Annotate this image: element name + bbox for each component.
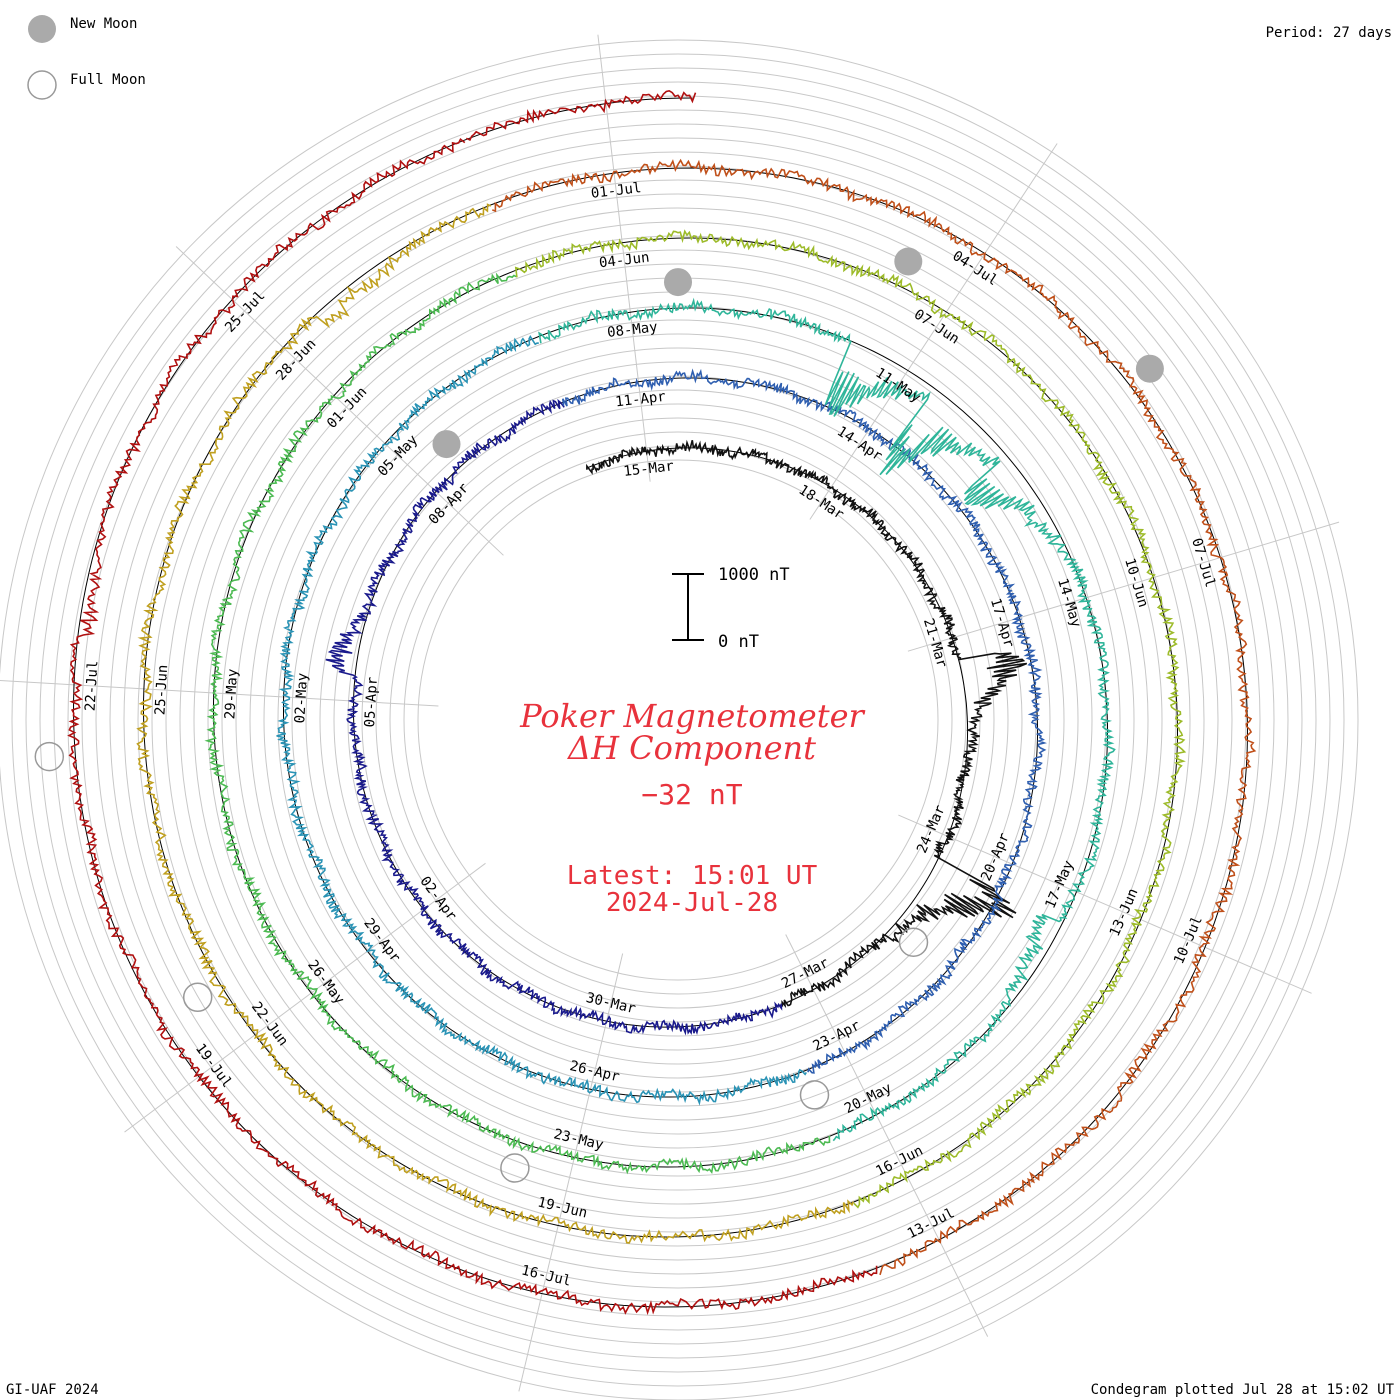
grid-ring bbox=[389, 431, 967, 1009]
new-moon-marker bbox=[894, 247, 923, 276]
trace-segment bbox=[586, 439, 1028, 1009]
date-label: 25-Jun bbox=[152, 664, 171, 715]
grid-ring bbox=[11, 53, 1345, 1387]
grid-spokes bbox=[0, 34, 1340, 1392]
trace-segment bbox=[325, 398, 783, 1036]
grid-ring bbox=[305, 347, 1051, 1093]
period-label: Period: 27 days bbox=[1266, 25, 1392, 41]
trace-segment bbox=[562, 368, 1048, 1074]
date-label: 05-Apr bbox=[362, 676, 381, 727]
grid-ring bbox=[165, 207, 1191, 1233]
grid-spoke bbox=[898, 814, 1312, 994]
date-label: 01-Jul bbox=[590, 180, 642, 202]
grid-ring bbox=[95, 137, 1261, 1303]
grid-spoke bbox=[518, 953, 624, 1392]
grid-ring bbox=[67, 109, 1289, 1331]
grid-ring bbox=[193, 235, 1163, 1205]
trace-segment bbox=[492, 158, 1257, 1276]
date-label: 22-Jul bbox=[83, 660, 102, 711]
grid-spoke bbox=[907, 521, 1340, 652]
grid-spoke bbox=[809, 143, 1058, 520]
new-moon-legend-label: New Moon bbox=[70, 16, 137, 32]
full-moon-marker bbox=[898, 927, 929, 957]
component-label: ΔH Component bbox=[566, 729, 816, 767]
full-moon-marker bbox=[799, 1080, 830, 1110]
grid-spoke bbox=[785, 934, 989, 1337]
chart-title: Poker Magnetometer bbox=[519, 697, 865, 735]
grid-ring bbox=[277, 319, 1079, 1121]
full-moon-marker bbox=[500, 1153, 530, 1183]
latest-date: 2024-Jul-28 bbox=[606, 888, 778, 918]
grid-ring bbox=[151, 193, 1205, 1247]
footer-credit: GI-UAF 2024 bbox=[6, 1382, 99, 1398]
date-label: 08-May bbox=[606, 319, 658, 341]
grid-ring bbox=[25, 67, 1331, 1373]
footer-plotted: Condegram plotted Jul 28 at 15:02 UT bbox=[1091, 1382, 1395, 1398]
full-moon-marker bbox=[182, 982, 213, 1013]
trace-segment bbox=[204, 272, 831, 1175]
moon-phase-markers bbox=[34, 247, 1164, 1183]
scale-top-label: 1000 nT bbox=[718, 565, 790, 585]
legend: New Moon Full Moon bbox=[27, 15, 146, 100]
new-moon-marker bbox=[664, 268, 692, 297]
new-moon-marker bbox=[1135, 354, 1164, 383]
grid-ring bbox=[179, 221, 1177, 1219]
date-label: 29-May bbox=[222, 668, 241, 719]
trace-segment bbox=[136, 203, 855, 1244]
trace-segment bbox=[465, 89, 697, 142]
magnetometer-trace bbox=[67, 89, 1257, 1316]
scale-bar: 1000 nT 0 nT bbox=[672, 565, 790, 652]
grid-ring bbox=[0, 39, 1359, 1400]
trace-segment bbox=[67, 137, 878, 1316]
date-label: 11-Apr bbox=[614, 389, 666, 411]
grid-ring bbox=[221, 263, 1135, 1177]
latest-time: Latest: 15:01 UT bbox=[567, 861, 818, 891]
trace-segment bbox=[514, 229, 1187, 1209]
grid-ring bbox=[137, 179, 1219, 1261]
grid-ring bbox=[291, 333, 1065, 1107]
date-label: 04-Jun bbox=[598, 250, 650, 272]
grid-spoke bbox=[175, 246, 504, 556]
current-value: −32 nT bbox=[641, 778, 742, 811]
grid-ring bbox=[417, 459, 939, 981]
date-label: 15-Mar bbox=[623, 458, 675, 480]
new-moon-legend-icon bbox=[28, 15, 56, 43]
trace-segment bbox=[276, 335, 807, 1106]
grid-ring bbox=[109, 151, 1247, 1289]
grid-ring bbox=[263, 305, 1093, 1135]
grid-ring bbox=[39, 81, 1317, 1359]
trace-segment bbox=[538, 297, 1116, 1142]
scale-bottom-label: 0 nT bbox=[718, 632, 759, 652]
grid-ring bbox=[207, 249, 1149, 1191]
grid-ring bbox=[81, 123, 1275, 1317]
grid-ring bbox=[361, 403, 995, 1037]
date-label: 02-May bbox=[292, 672, 311, 723]
full-moon-marker bbox=[34, 741, 65, 772]
full-moon-legend-label: Full Moon bbox=[70, 72, 146, 88]
new-moon-marker bbox=[432, 430, 461, 459]
full-moon-legend-icon bbox=[27, 70, 57, 100]
center-title: Poker Magnetometer ΔH Component −32 nT L… bbox=[519, 697, 865, 918]
grid-spoke bbox=[597, 34, 651, 482]
